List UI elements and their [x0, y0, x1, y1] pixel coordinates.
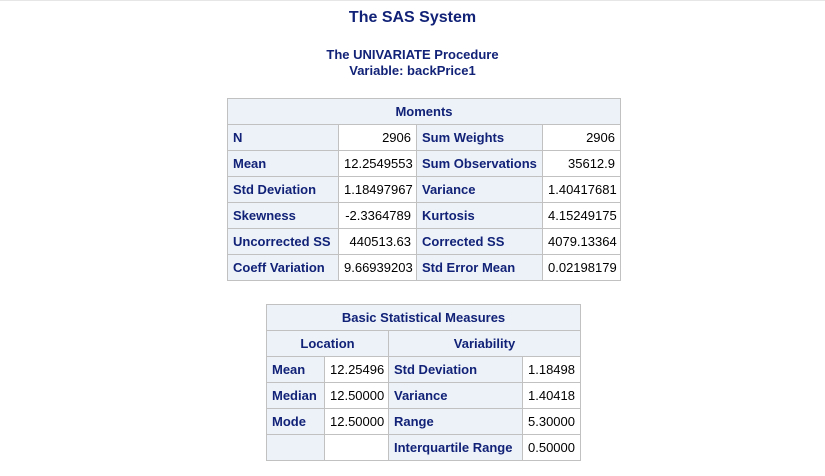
table-row: Skewness -2.3364789 Kurtosis 4.15249175 — [227, 202, 621, 229]
row-label: Corrected SS — [416, 228, 543, 255]
variability-value: 0.50000 — [522, 434, 581, 461]
row-value: 440513.63 — [338, 228, 417, 255]
row-label: Sum Weights — [416, 124, 543, 151]
row-label: Uncorrected SS — [227, 228, 339, 255]
table-row: N 2906 Sum Weights 2906 — [227, 124, 621, 151]
variability-header: Variability — [388, 330, 581, 357]
row-label: N — [227, 124, 339, 151]
location-label — [266, 434, 325, 461]
row-value: 1.40417681 — [542, 176, 621, 203]
row-value: 4.15249175 — [542, 202, 621, 229]
row-value: 4079.13364 — [542, 228, 621, 255]
row-label: Std Deviation — [227, 176, 339, 203]
row-value: -2.3364789 — [338, 202, 417, 229]
row-value: 0.02198179 — [542, 254, 621, 281]
row-label: Variance — [416, 176, 543, 203]
row-label: Mean — [227, 150, 339, 177]
location-value: 12.50000 — [324, 382, 389, 409]
table-row: Std Deviation 1.18497967 Variance 1.4041… — [227, 176, 621, 203]
moments-caption: Moments — [227, 98, 621, 125]
variability-label: Interquartile Range — [388, 434, 523, 461]
location-label: Median — [266, 382, 325, 409]
row-value: 12.2549553 — [338, 150, 417, 177]
basic-measures-table: Basic Statistical Measures Location Vari… — [266, 304, 581, 461]
variability-label: Std Deviation — [388, 356, 523, 383]
page-title: The SAS System — [348, 9, 477, 26]
table-row: Interquartile Range 0.50000 — [266, 434, 581, 461]
row-label: Skewness — [227, 202, 339, 229]
variability-value: 5.30000 — [522, 408, 581, 435]
row-value: 1.18497967 — [338, 176, 417, 203]
location-header: Location — [266, 330, 389, 357]
table-row: Uncorrected SS 440513.63 Corrected SS 40… — [227, 228, 621, 255]
table-row: Mode 12.50000 Range 5.30000 — [266, 408, 581, 435]
variability-value: 1.18498 — [522, 356, 581, 383]
row-label: Kurtosis — [416, 202, 543, 229]
row-label: Std Error Mean — [416, 254, 543, 281]
row-label: Coeff Variation — [227, 254, 339, 281]
location-label: Mean — [266, 356, 325, 383]
top-border — [0, 0, 825, 1]
row-value: 2906 — [338, 124, 417, 151]
procedure-title: The UNIVARIATE Procedure — [326, 47, 499, 62]
location-value — [324, 434, 389, 461]
variability-label: Variance — [388, 382, 523, 409]
row-value: 2906 — [542, 124, 621, 151]
variability-value: 1.40418 — [522, 382, 581, 409]
location-value: 12.25496 — [324, 356, 389, 383]
basic-measures-caption: Basic Statistical Measures — [266, 304, 581, 331]
table-row: Coeff Variation 9.66939203 Std Error Mea… — [227, 254, 621, 281]
variable-title: Variable: backPrice1 — [349, 63, 476, 78]
table-row: Mean 12.2549553 Sum Observations 35612.9 — [227, 150, 621, 177]
row-label: Sum Observations — [416, 150, 543, 177]
variability-label: Range — [388, 408, 523, 435]
location-value: 12.50000 — [324, 408, 389, 435]
location-label: Mode — [266, 408, 325, 435]
row-value: 9.66939203 — [338, 254, 417, 281]
table-row: Median 12.50000 Variance 1.40418 — [266, 382, 581, 409]
table-row: Mean 12.25496 Std Deviation 1.18498 — [266, 356, 581, 383]
row-value: 35612.9 — [542, 150, 621, 177]
moments-table: Moments N 2906 Sum Weights 2906 Mean 12.… — [227, 98, 621, 281]
